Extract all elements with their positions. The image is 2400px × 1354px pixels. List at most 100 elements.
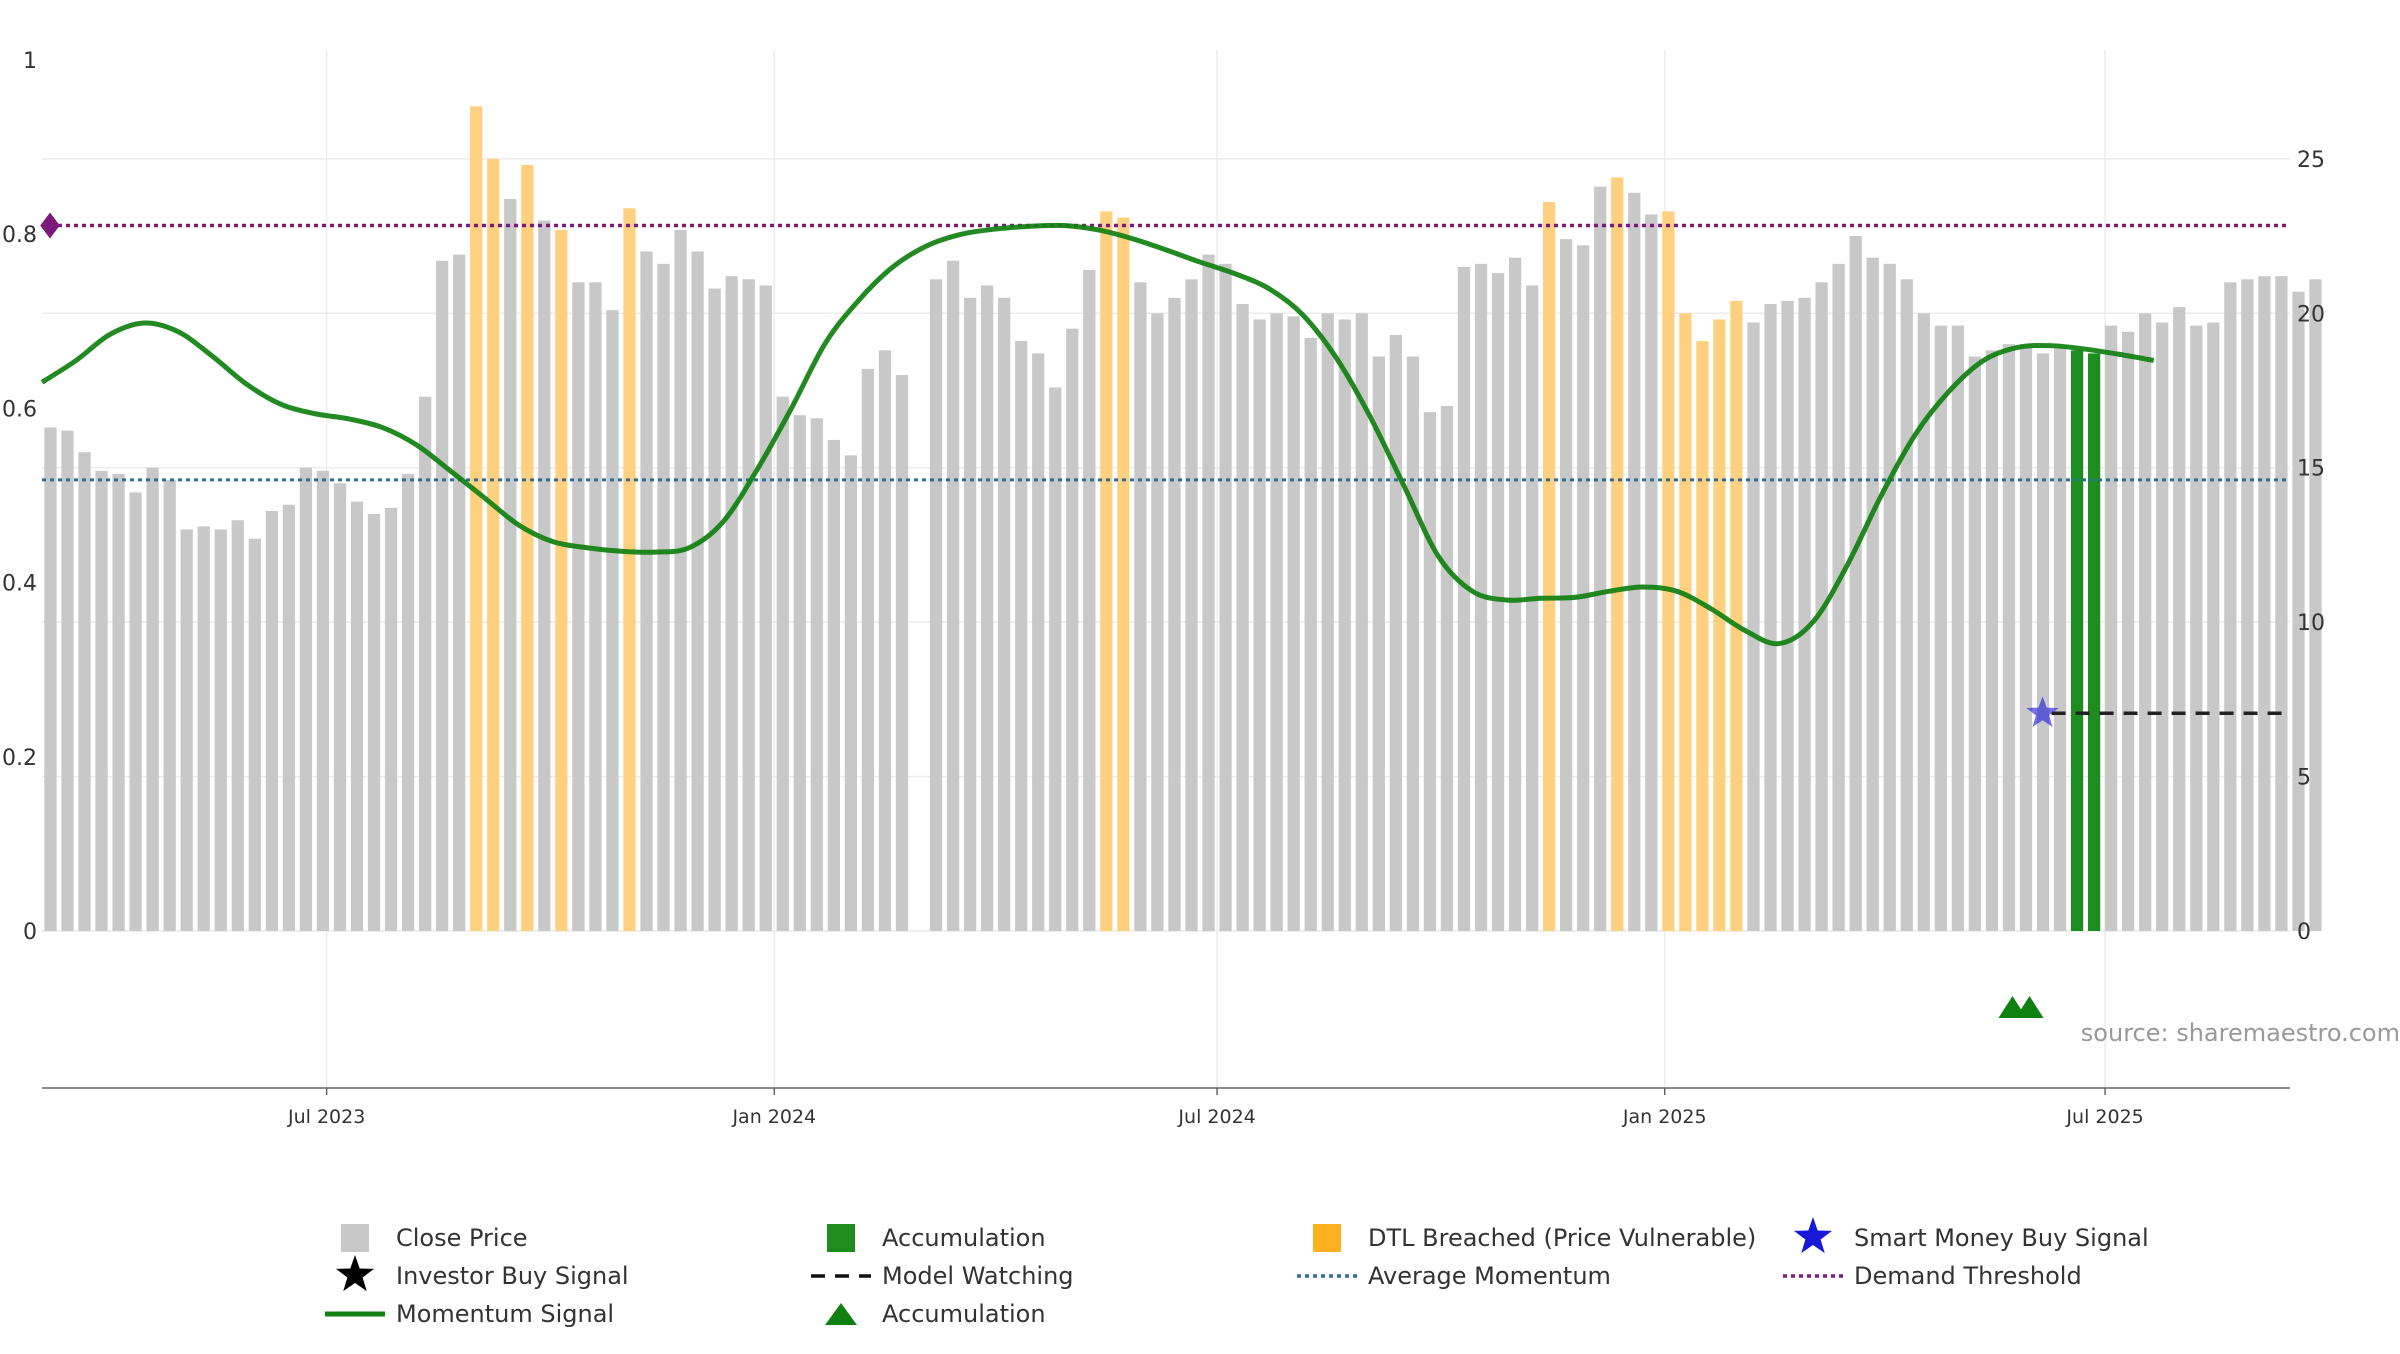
legend-label: Close Price xyxy=(396,1224,528,1252)
legend-label: DTL Breached (Price Vulnerable) xyxy=(1368,1224,1756,1252)
bar-close-price xyxy=(793,415,806,931)
bar-close-price xyxy=(1253,319,1266,932)
bar-close-price xyxy=(129,492,142,931)
bar-dtl-breached xyxy=(1117,217,1130,932)
bar-close-price xyxy=(1525,285,1539,931)
legend-label: Demand Threshold xyxy=(1854,1262,2082,1290)
legend-accumulation-bar: Accumulation xyxy=(827,1224,1046,1252)
axes-layer: Jul 2023 Jan 2024 Jul 2024 Jan 2025 Jul 2025… xyxy=(2,49,2325,1128)
y-left-tick-label: 1 xyxy=(23,49,37,74)
bar-close-price xyxy=(538,220,551,931)
legend-label: Accumulation xyxy=(882,1224,1046,1252)
bar-dtl-breached xyxy=(1679,313,1692,931)
bar-close-price xyxy=(1917,313,1930,931)
bar-close-price xyxy=(827,439,840,931)
bar-close-price xyxy=(674,229,687,932)
bar-close-price xyxy=(1577,245,1590,931)
bar-close-price xyxy=(708,288,721,931)
bar-dtl-breached xyxy=(1611,177,1624,932)
bar-close-price xyxy=(1883,263,1896,931)
legend-dtl-breached: DTL Breached (Price Vulnerable) xyxy=(1313,1224,1756,1252)
bar-close-price xyxy=(367,514,381,931)
bar-close-price xyxy=(1423,412,1437,931)
bar-close-price xyxy=(1202,254,1215,932)
bar-close-price xyxy=(1628,192,1641,931)
x-tick-label: Jul 2024 xyxy=(1177,1106,1255,1128)
bar-close-price xyxy=(1151,313,1164,931)
bar-dtl-breached xyxy=(1713,319,1726,932)
legend-swatch xyxy=(1313,1224,1341,1252)
bar-close-price xyxy=(1866,257,1879,931)
bar-accumulation xyxy=(2070,350,2084,931)
bar-close-price xyxy=(1287,316,1300,931)
bar-close-price xyxy=(180,529,193,931)
bar-close-price xyxy=(2224,282,2237,932)
bar-dtl-breached xyxy=(1542,202,1556,932)
bar-close-price xyxy=(572,282,585,932)
legend-label: Investor Buy Signal xyxy=(396,1262,629,1290)
bar-close-price xyxy=(418,396,432,932)
bar-close-price xyxy=(282,504,296,931)
legend-accumulation-triangle: Accumulation xyxy=(825,1300,1046,1328)
bar-close-price xyxy=(1764,304,1777,931)
legend-demand-threshold: Demand Threshold xyxy=(1783,1262,2082,1290)
bar-close-price xyxy=(1219,263,1232,931)
legend-smart-money: Smart Money Buy Signal xyxy=(1793,1217,2149,1254)
bar-close-price xyxy=(1985,350,1999,931)
bar-close-price xyxy=(1389,334,1402,931)
legend-label: Momentum Signal xyxy=(396,1300,614,1328)
y-right-tick-label: 15 xyxy=(2297,457,2325,482)
bar-close-price xyxy=(1372,356,1385,932)
bar-close-price xyxy=(95,470,108,931)
bar-dtl-breached xyxy=(1696,341,1709,931)
legend-swatch xyxy=(341,1224,369,1252)
bar-close-price xyxy=(316,470,330,931)
bar-close-price xyxy=(44,427,57,931)
markers-layer xyxy=(40,212,2059,1018)
bar-close-price xyxy=(1951,325,1964,931)
bar-close-price xyxy=(1168,297,1181,931)
momentum-signal-line xyxy=(40,222,2155,647)
bar-close-price xyxy=(1968,356,1982,932)
bar-close-price xyxy=(742,279,755,931)
bar-close-price xyxy=(759,285,772,931)
legend-average-momentum: Average Momentum xyxy=(1297,1262,1611,1290)
bar-close-price xyxy=(146,467,159,931)
bar-close-price xyxy=(384,507,398,931)
legend-close-price: Close Price xyxy=(341,1224,528,1252)
bar-close-price xyxy=(1321,313,1334,931)
bar-close-price xyxy=(2036,353,2050,931)
bar-close-price xyxy=(1747,322,1760,931)
bar-close-price xyxy=(2275,276,2288,931)
accumulation-triangle xyxy=(2015,996,2044,1018)
bar-close-price xyxy=(1798,297,1811,931)
bar-close-price xyxy=(1594,186,1607,931)
bar-dtl-breached xyxy=(623,208,636,932)
bar-close-price xyxy=(1083,270,1096,931)
bar-close-price xyxy=(214,529,227,931)
bar-close-price xyxy=(2002,344,2016,932)
x-tick-label: Jul 2025 xyxy=(2065,1106,2143,1128)
bar-close-price xyxy=(810,418,823,931)
bars-layer xyxy=(44,106,2322,932)
bar-close-price xyxy=(929,279,943,931)
y-right-tick-label: 10 xyxy=(2297,611,2325,636)
bar-close-price xyxy=(1900,279,1913,931)
bar-dtl-breached xyxy=(555,229,568,932)
bar-close-price xyxy=(1457,266,1471,932)
bar-close-price xyxy=(2241,279,2254,931)
y-left-tick-label: 0.8 xyxy=(2,223,37,248)
bar-close-price xyxy=(1049,387,1062,931)
x-tick-label: Jan 2024 xyxy=(731,1106,816,1128)
bar-close-price xyxy=(1066,328,1079,931)
bar-close-price xyxy=(1338,319,1351,932)
bar-close-price xyxy=(2309,279,2322,931)
bar-close-price xyxy=(2104,325,2118,931)
legend-triangle-icon xyxy=(825,1303,857,1325)
bar-close-price xyxy=(1645,214,1658,931)
bar-close-price xyxy=(1560,239,1573,931)
bar-close-price xyxy=(333,483,347,931)
source-label: source: sharemaestro.com xyxy=(2081,1019,2400,1047)
y-right-tick-label: 0 xyxy=(2297,920,2311,945)
